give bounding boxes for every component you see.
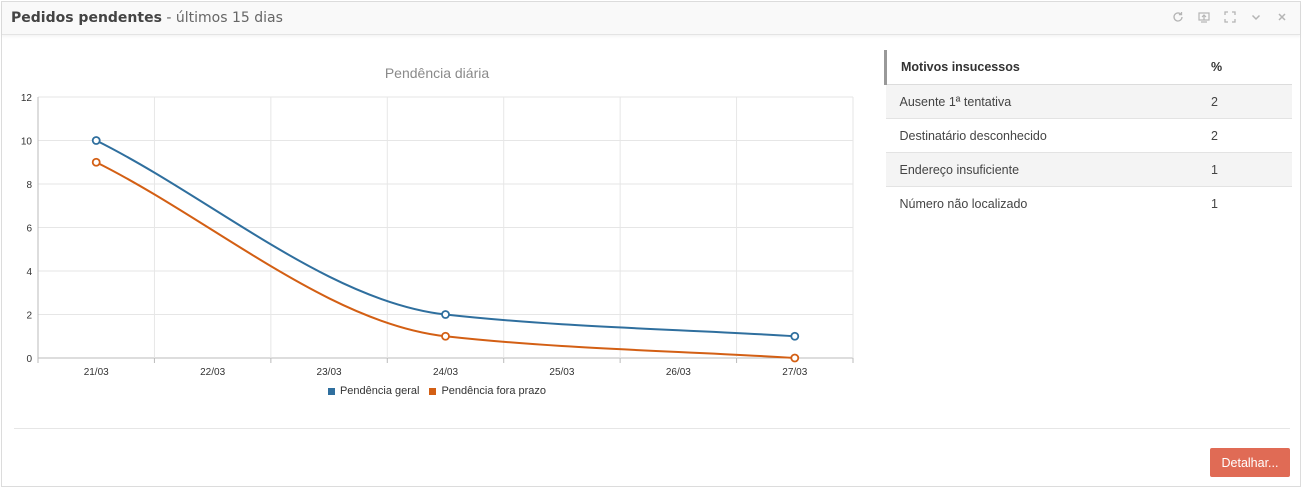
daily-pending-chart: Pendência diária 0 2 4 6 8 10 12 21/03 22/03 23/0…: [2, 38, 872, 418]
legend-item-geral[interactable]: Pendência geral: [327, 385, 420, 397]
pct-cell: 2: [1210, 118, 1292, 153]
y-tick-label: 6: [26, 224, 32, 235]
table-header-row: Motivos insucessos %: [884, 50, 1292, 85]
table-row: Destinatário desconhecido 2: [885, 118, 1292, 153]
panel-tools: [1168, 8, 1292, 26]
failure-reasons-table: Motivos insucessos % Ausente 1ª tentativ…: [884, 50, 1292, 220]
x-tick-label: 26/03: [666, 367, 691, 378]
header-motivos: Motivos insucessos: [884, 50, 1210, 85]
legend-swatch-geral: [327, 387, 335, 395]
reason-cell: Endereço insuficiente: [885, 152, 1210, 187]
y-tick-label: 0: [26, 354, 32, 365]
pct-cell: 1: [1211, 196, 1218, 211]
panel-title-period: - últimos 15 dias: [161, 10, 283, 26]
x-tick-label: 27/03: [782, 367, 807, 378]
chart-plot: 0 2 4 6 8 10 12 21/03 22/03 23/03 24/03 25/03 26/03 2…: [21, 93, 854, 378]
y-tick-label: 10: [21, 137, 33, 148]
chart-legend: Pendência geral Pendência fora prazo: [2, 385, 872, 397]
y-tick-label: 8: [26, 180, 32, 191]
x-tick-label: 21/03: [84, 367, 109, 378]
legend-item-fora-prazo[interactable]: Pendência fora prazo: [429, 385, 546, 397]
x-tick-label: 22/03: [200, 367, 225, 378]
y-tick-label: 12: [21, 93, 33, 104]
reason-cell: Destinatário desconhecido: [885, 118, 1210, 153]
series-line-0: [95, 139, 795, 338]
data-point: [790, 331, 800, 341]
panel-title: Pedidos pendentes - últimos 15 dias: [11, 10, 283, 26]
x-tick-label: 25/03: [549, 367, 574, 378]
detail-button[interactable]: Detalhar...: [1210, 448, 1290, 477]
data-point: [91, 157, 101, 167]
y-tick-label: 4: [26, 267, 32, 278]
data-point: [441, 331, 450, 341]
footer-divider: [14, 428, 1290, 429]
x-tick-label: 24/03: [433, 367, 458, 378]
data-point: [441, 310, 450, 319]
pct-cell: 2: [1210, 84, 1292, 119]
collapse-icon[interactable]: [1246, 8, 1266, 26]
table-row: Ausente 1ª tentativa 2: [885, 84, 1292, 119]
legend-label-fora-prazo: Pendência fora prazo: [441, 385, 547, 397]
table-row: Endereço insuficiente 1: [885, 152, 1292, 187]
reason-cell: Ausente 1ª tentativa: [885, 84, 1210, 119]
panel-header: Pedidos pendentes - últimos 15 dias: [2, 2, 1300, 35]
fullscreen-icon[interactable]: [1220, 8, 1240, 26]
panel-title-main: Pedidos pendentes: [11, 10, 162, 26]
header-pct: %: [1210, 50, 1292, 85]
series-line-1: [95, 161, 795, 359]
refresh-icon[interactable]: [1168, 8, 1188, 26]
x-tick-label: 23/03: [317, 367, 342, 378]
legend-label-geral: Pendência geral: [339, 385, 420, 397]
export-icon[interactable]: [1194, 8, 1214, 26]
table-row: Número não localizado 1: [886, 187, 1293, 221]
y-tick-label: 2: [26, 311, 32, 322]
pct-cell: 1: [1210, 152, 1292, 187]
close-icon[interactable]: [1272, 8, 1292, 26]
reason-cell: Número não localizado: [899, 196, 1028, 211]
legend-swatch-fora-prazo: [429, 387, 437, 395]
chart-title: Pendência diária: [384, 65, 490, 81]
data-point: [91, 136, 101, 145]
data-point: [790, 353, 800, 363]
